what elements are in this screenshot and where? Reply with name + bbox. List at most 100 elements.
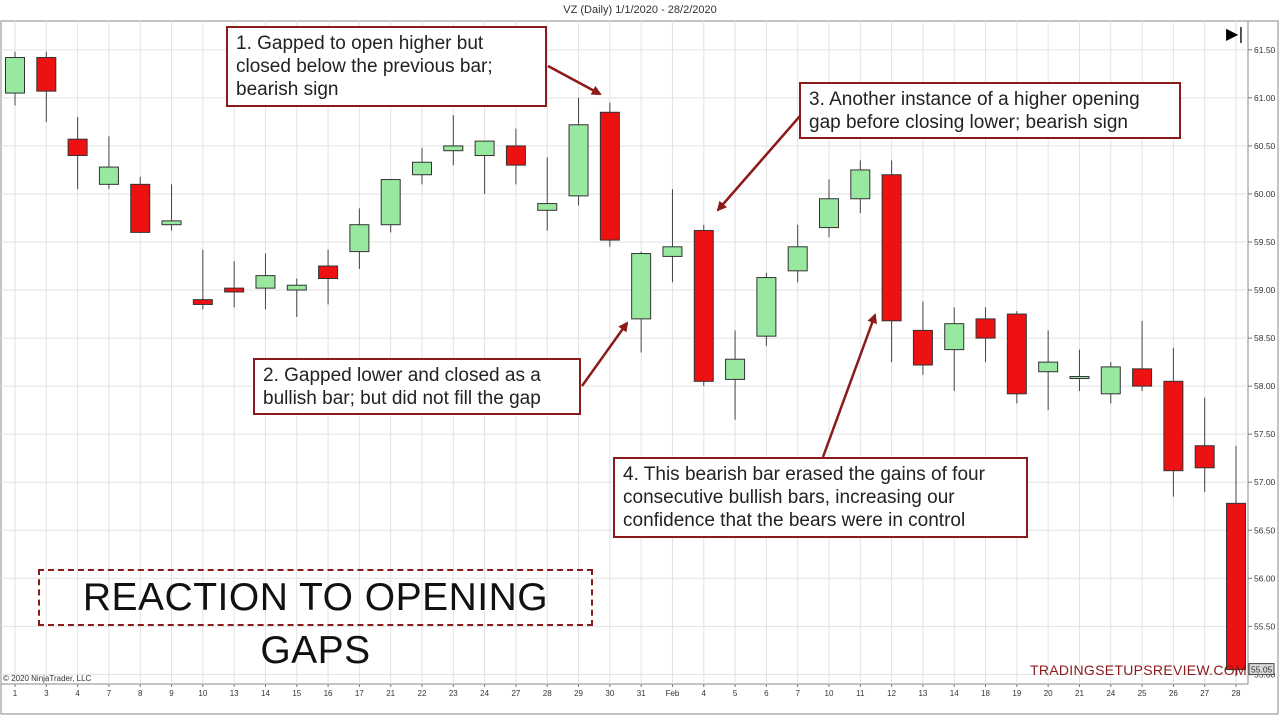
y-tick-label: 58.00 <box>1254 381 1276 391</box>
last-price-box <box>1248 663 1275 676</box>
y-tick-label: 57.00 <box>1254 477 1276 487</box>
candle-body <box>1226 502 1246 671</box>
bearish-candle <box>1132 320 1153 391</box>
candle-body <box>881 174 902 322</box>
bullish-candle <box>161 184 182 231</box>
x-tick-label: 24 <box>480 689 489 698</box>
bullish-candle <box>98 136 119 190</box>
x-tick-label: 20 <box>1044 689 1053 698</box>
x-tick-label: 21 <box>386 689 395 698</box>
annotation-arrows <box>547 64 877 458</box>
x-tick-label: 5 <box>733 689 738 698</box>
x-tick-label: 12 <box>887 689 896 698</box>
bullish-candle <box>349 208 370 269</box>
x-tick-label: 9 <box>169 689 174 698</box>
bearish-candle <box>975 307 996 363</box>
bearish-candle <box>67 117 88 190</box>
watermark-text: TRADINGSETUPSREVIEW.COM <box>1030 662 1247 678</box>
bearish-candle <box>192 249 213 310</box>
y-tick-label: 61.50 <box>1254 45 1276 55</box>
x-tick-label: 7 <box>795 689 800 698</box>
x-tick-label: 10 <box>825 689 834 698</box>
x-tick-label: 15 <box>292 689 301 698</box>
chart-title: VZ (Daily) 1/1/2020 - 28/2/2020 <box>563 4 716 16</box>
x-tick-label: 11 <box>856 689 865 698</box>
y-tick-label: 55.50 <box>1254 621 1276 631</box>
x-tick-label: 27 <box>1200 689 1209 698</box>
bearish-candle <box>881 160 902 363</box>
annotation-1-line-3: bearish sign <box>236 79 339 100</box>
bullish-candle <box>819 179 839 238</box>
candle-body <box>756 277 777 337</box>
arrow-3 <box>716 115 801 212</box>
candle-body <box>787 246 808 272</box>
candle-body <box>67 138 88 157</box>
bullish-candle <box>725 330 746 420</box>
arrow-4 <box>821 313 877 458</box>
bullish-candle <box>443 115 464 166</box>
candle-body <box>631 253 652 320</box>
candle-body <box>975 318 996 339</box>
candle-body <box>1100 366 1121 395</box>
bearish-candle <box>224 261 245 308</box>
x-tick-label: 4 <box>75 689 80 698</box>
bearish-candle <box>505 128 526 185</box>
x-tick-label: 7 <box>107 689 112 698</box>
bearish-candle <box>318 249 339 305</box>
bullish-candle <box>474 140 495 194</box>
candle-body <box>474 140 495 157</box>
bearish-candle <box>912 301 933 375</box>
candle-body <box>161 220 182 226</box>
candle-body <box>505 145 526 166</box>
candle-body <box>192 299 213 305</box>
y-tick-label: 56.50 <box>1254 525 1276 535</box>
bearish-candle <box>1194 397 1215 492</box>
x-tick-label: 24 <box>1106 689 1115 698</box>
candle-body <box>98 166 119 185</box>
arrow-2 <box>580 321 629 387</box>
x-tick-label: 31 <box>637 689 646 698</box>
annotation-3: 3. Another instance of a higher opening … <box>799 82 1181 139</box>
x-tick-label: 28 <box>543 689 552 698</box>
x-tick-label: Feb <box>666 689 680 698</box>
outer-frame <box>0 20 1279 715</box>
x-tick-label: 10 <box>198 689 207 698</box>
candle-body <box>1038 361 1059 373</box>
x-tick-label: 21 <box>1075 689 1084 698</box>
bullish-candle <box>662 189 683 283</box>
bullish-candle <box>1069 349 1090 391</box>
candle-body <box>1069 376 1090 380</box>
x-tick-label: 30 <box>605 689 614 698</box>
bearish-candle <box>130 176 151 233</box>
candle-body <box>36 57 57 92</box>
arrow-1 <box>547 64 602 96</box>
y-tick-label: 58.50 <box>1254 333 1276 343</box>
annotation-2-line-1: 2. Gapped lower and closed as a <box>263 365 541 386</box>
x-tick-label: 19 <box>1012 689 1021 698</box>
candle-body <box>380 179 401 226</box>
bullish-candle <box>286 278 307 317</box>
x-tick-label: 13 <box>918 689 927 698</box>
candle-body <box>412 161 432 176</box>
candle-body <box>693 229 714 382</box>
bullish-candle <box>944 307 965 391</box>
bullish-candle <box>537 157 558 231</box>
x-tick-label: 4 <box>702 689 707 698</box>
x-tick-label: 22 <box>418 689 427 698</box>
candle-body <box>318 265 339 280</box>
bullish-candle <box>5 51 25 106</box>
candle-body <box>568 124 589 197</box>
skip-to-end-icon[interactable]: ▶| <box>1226 24 1244 43</box>
candle-body <box>443 145 464 152</box>
x-tick-label: 18 <box>981 689 990 698</box>
annotation-4-line-2: consecutive bullish bars, increasing our <box>623 487 955 508</box>
grid-lines <box>1 21 1248 684</box>
x-tick-label: 16 <box>324 689 333 698</box>
candle-body <box>850 169 871 200</box>
x-tick-label: 23 <box>449 689 458 698</box>
candle-body <box>662 246 683 257</box>
x-tick-label: 8 <box>138 689 143 698</box>
bullish-candle <box>412 147 432 185</box>
last-price-marker: 55.05 <box>1248 663 1275 676</box>
candle-body <box>349 224 370 253</box>
